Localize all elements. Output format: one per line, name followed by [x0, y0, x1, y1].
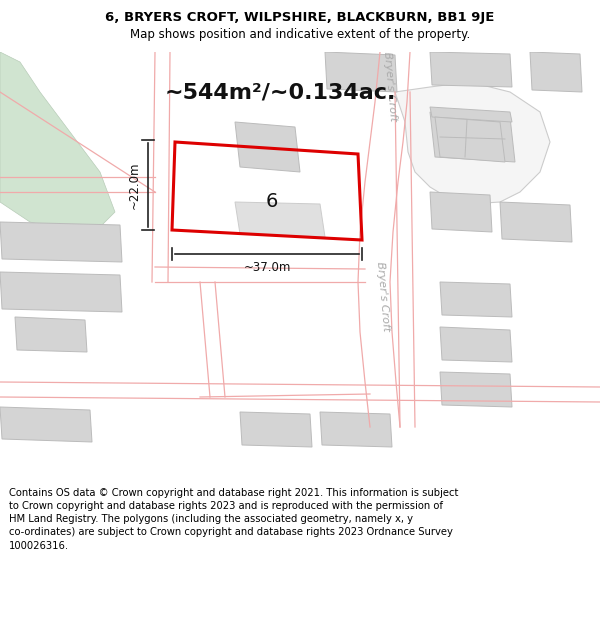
Polygon shape	[440, 327, 512, 362]
Text: 6: 6	[266, 192, 278, 211]
Text: ~37.0m: ~37.0m	[244, 261, 290, 274]
Text: Contains OS data © Crown copyright and database right 2021. This information is : Contains OS data © Crown copyright and d…	[9, 488, 458, 551]
Polygon shape	[430, 52, 512, 87]
Polygon shape	[440, 282, 512, 317]
Polygon shape	[435, 117, 505, 162]
Polygon shape	[325, 52, 397, 92]
Polygon shape	[440, 372, 512, 407]
Polygon shape	[430, 192, 492, 232]
Polygon shape	[430, 112, 515, 162]
Polygon shape	[0, 222, 122, 262]
Text: Bryer's Croft: Bryer's Croft	[375, 261, 391, 332]
Text: ~544m²/~0.134ac.: ~544m²/~0.134ac.	[164, 82, 395, 102]
Text: Map shows position and indicative extent of the property.: Map shows position and indicative extent…	[130, 28, 470, 41]
Polygon shape	[235, 122, 300, 172]
Text: ~22.0m: ~22.0m	[128, 161, 141, 209]
Polygon shape	[430, 107, 512, 122]
Polygon shape	[235, 202, 325, 237]
Polygon shape	[240, 412, 312, 447]
Polygon shape	[530, 52, 582, 92]
Polygon shape	[395, 82, 550, 204]
Polygon shape	[0, 272, 122, 312]
Polygon shape	[500, 202, 572, 242]
Text: Bryer's Croft: Bryer's Croft	[382, 51, 398, 122]
Text: 6, BRYERS CROFT, WILPSHIRE, BLACKBURN, BB1 9JE: 6, BRYERS CROFT, WILPSHIRE, BLACKBURN, B…	[106, 11, 494, 24]
Polygon shape	[320, 412, 392, 447]
Polygon shape	[0, 52, 115, 232]
Polygon shape	[0, 407, 92, 442]
Polygon shape	[15, 317, 87, 352]
